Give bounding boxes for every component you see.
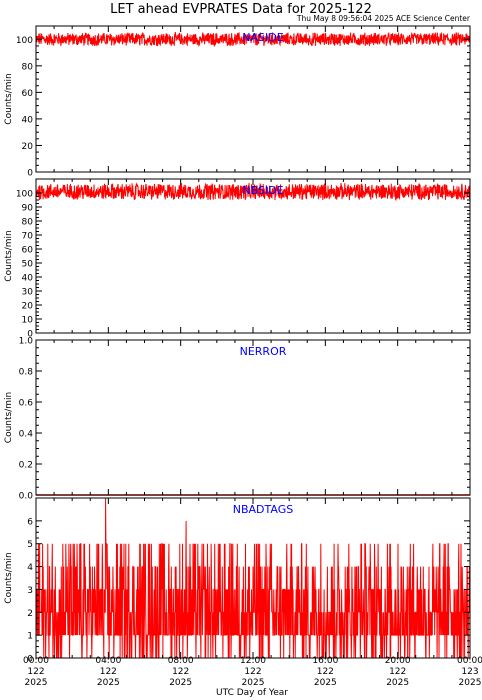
y-tick-label: 4 xyxy=(27,563,33,573)
y-tick-label: 80 xyxy=(22,62,34,72)
x-tick-label: 00:00 xyxy=(23,656,49,666)
x-tick-label: 2025 xyxy=(25,678,48,688)
y-tick-label: 0.6 xyxy=(19,399,34,409)
x-tick-label: 2025 xyxy=(314,678,337,688)
y-axis-label: Counts/min xyxy=(4,73,14,124)
y-tick-label: 0 xyxy=(27,169,33,179)
y-tick-label: 90 xyxy=(22,204,34,214)
y-tick-label: 70 xyxy=(22,232,34,242)
x-tick-label: 122 xyxy=(389,667,406,677)
panel-naside: 0 20 40 60 80 100 Counts/min NASIDE xyxy=(4,25,471,179)
y-tick-label: 80 xyxy=(22,218,34,228)
y-tick-label: 50 xyxy=(22,260,34,270)
data-trace-nbside xyxy=(35,182,471,202)
figure-title: LET ahead EVPRATES Data for 2025-122 xyxy=(110,2,372,17)
x-axis-label: UTC Day of Year xyxy=(216,688,288,698)
x-tick-label: 2025 xyxy=(242,678,265,688)
panel-nerror: 0.0 0.2 0.4 0.6 0.8 1.0 Counts/min NERROR xyxy=(4,337,471,502)
panel-frame xyxy=(35,25,471,173)
x-tick-label: 16:00 xyxy=(312,656,338,666)
x-tick-label: 20:00 xyxy=(385,656,411,666)
x-axis-labels: 00:00122202504:00122202508:00122202512:0… xyxy=(23,656,482,688)
y-tick-label: 0 xyxy=(27,655,33,665)
x-tick-label: 123 xyxy=(461,667,478,677)
y-tick-label: 10 xyxy=(22,316,34,326)
y-tick-label: 1.0 xyxy=(19,337,34,347)
data-trace-naside xyxy=(35,31,471,48)
x-tick-label: 12:00 xyxy=(240,656,266,666)
y-tick-label: 30 xyxy=(22,288,34,298)
panel-frame xyxy=(35,178,471,334)
panel-label: NBSIDE xyxy=(242,184,283,197)
panels: 020406080100Counts/minNASIDE010203040506… xyxy=(4,25,471,665)
x-tick-label: 08:00 xyxy=(168,656,194,666)
x-tick-label: 2025 xyxy=(459,678,482,688)
y-tick-label: 20 xyxy=(22,142,34,152)
panel-nbside: 0 10 20 30 40 50 60 70 80 90 100 Counts/min NBSIDE xyxy=(4,178,471,340)
x-tick-label: 00:00 xyxy=(457,656,482,666)
x-tick-label: 2025 xyxy=(386,678,409,688)
x-tick-label: 122 xyxy=(27,667,44,677)
y-tick-label: 0.2 xyxy=(19,461,33,471)
y-tick-label: 0.8 xyxy=(19,368,34,378)
y-axis-label: Counts/min xyxy=(4,552,14,603)
y-tick-label: 0 xyxy=(27,330,33,340)
y-tick-label: 1 xyxy=(27,632,33,642)
y-tick-label: 60 xyxy=(22,246,34,256)
x-tick-label: 122 xyxy=(100,667,117,677)
x-tick-label: 2025 xyxy=(169,678,192,688)
y-tick-label: 0.0 xyxy=(19,492,34,502)
y-tick-label: 0.4 xyxy=(19,430,34,440)
y-tick-label: 5 xyxy=(27,540,33,550)
panel-label: NERROR xyxy=(240,345,287,358)
y-tick-label: 2 xyxy=(27,609,33,619)
y-axis-label: Counts/min xyxy=(4,392,14,443)
y-tick-label: 40 xyxy=(22,274,34,284)
panel-frame xyxy=(35,339,471,496)
y-tick-label: 100 xyxy=(16,190,33,200)
y-tick-label: 100 xyxy=(16,36,33,46)
figure-timestamp: Thu May 8 09:56:04 2025 ACE Science Cent… xyxy=(296,14,471,23)
x-tick-label: 122 xyxy=(317,667,334,677)
panel-nbadtags: 0 1 2 3 4 5 6 Counts/min NBADTAGS xyxy=(4,497,471,665)
y-tick-label: 40 xyxy=(22,115,34,125)
y-axis-label: Counts/min xyxy=(4,230,14,281)
panel-label: NBADTAGS xyxy=(233,503,293,516)
x-tick-label: 122 xyxy=(172,667,189,677)
y-tick-label: 3 xyxy=(27,586,33,596)
data-trace-nbadtags xyxy=(35,497,471,659)
y-tick-label: 20 xyxy=(22,302,34,312)
x-tick-label: 04:00 xyxy=(95,656,121,666)
x-tick-label: 2025 xyxy=(97,678,120,688)
y-tick-label: 6 xyxy=(27,517,33,527)
panel-label: NASIDE xyxy=(242,31,283,44)
y-tick-label: 60 xyxy=(22,89,34,99)
x-tick-label: 122 xyxy=(244,667,261,677)
